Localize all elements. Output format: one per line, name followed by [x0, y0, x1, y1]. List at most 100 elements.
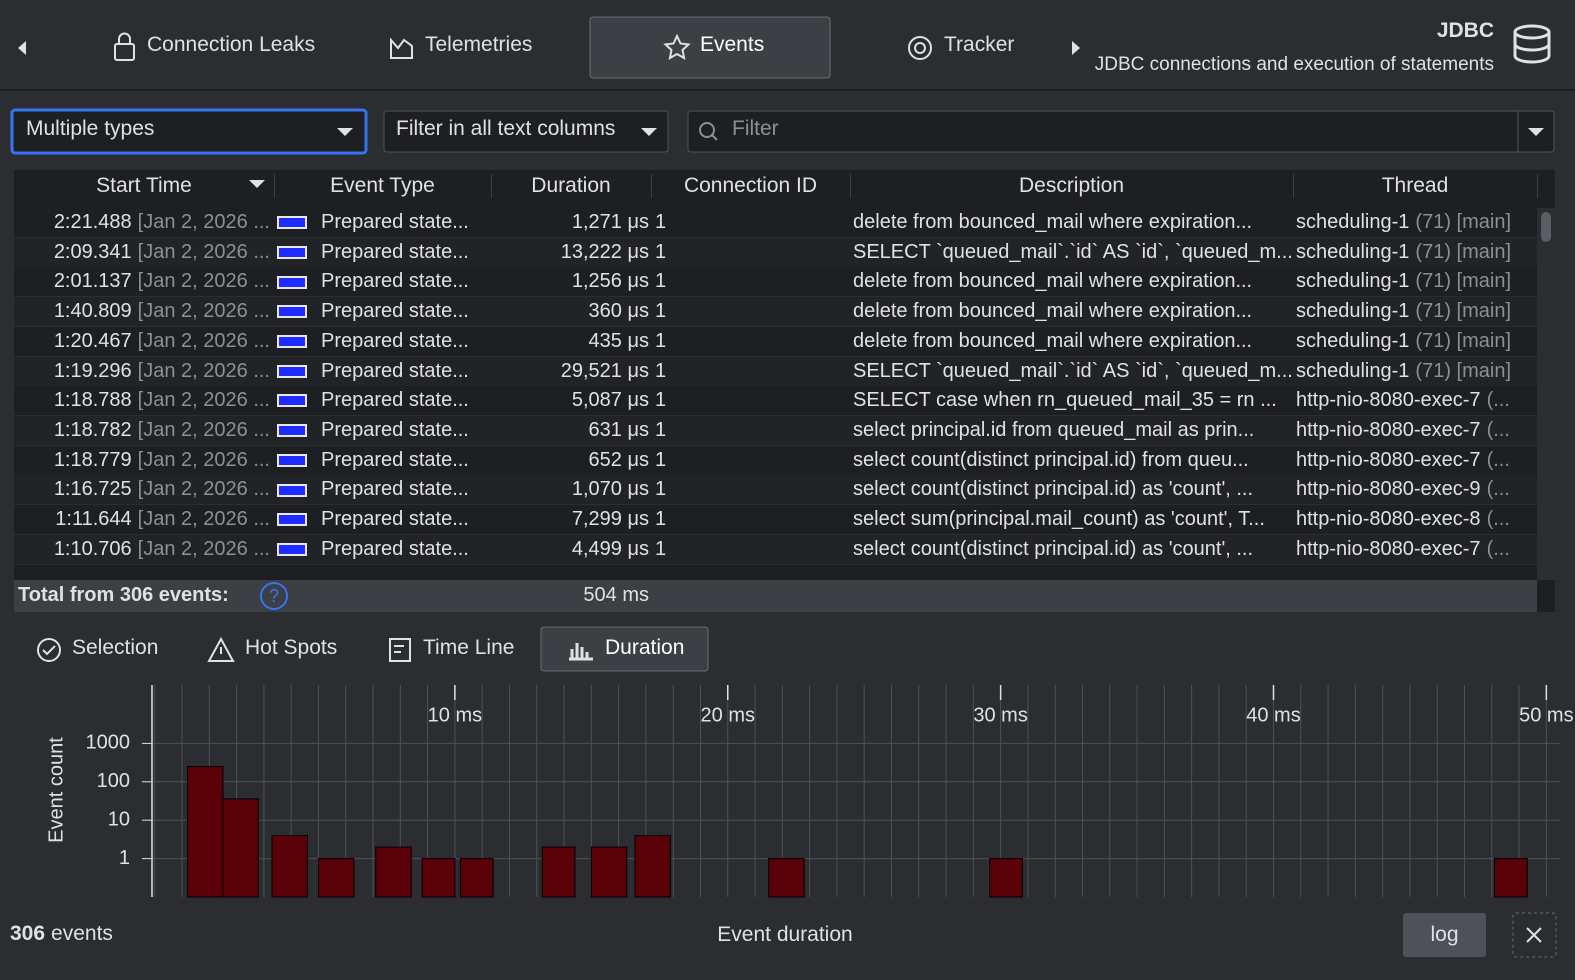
- cell: Prepared state...: [274, 208, 491, 237]
- cell: 1:19.296 [Jan 2, 2026 ...: [14, 357, 272, 386]
- cell: Prepared state...: [274, 238, 491, 267]
- timeline-icon: [389, 638, 411, 662]
- table-row[interactable]: 1:18.788 [Jan 2, 2026 ... Prepared state..…: [14, 386, 1537, 417]
- tab[interactable]: Events: [700, 33, 765, 56]
- connection-id: 1: [655, 359, 667, 382]
- dropdown-arrow[interactable]: [1528, 128, 1544, 136]
- column-header[interactable]: Event Type: [274, 174, 492, 198]
- type-select-text: Multiple types: [26, 117, 155, 140]
- x-tick-label: 10 ms: [428, 704, 482, 726]
- connection-id: 1: [655, 537, 667, 560]
- view-tab[interactable]: Hot Spots: [245, 636, 338, 659]
- scrollbar[interactable]: [1537, 208, 1555, 580]
- tab[interactable]: Telemetries: [425, 33, 533, 56]
- column-header[interactable]: Start Time: [14, 174, 275, 198]
- column-header[interactable]: Thread: [1293, 174, 1538, 198]
- type-select[interactable]: [10, 108, 368, 155]
- description: delete from bounced_mail where expiratio…: [853, 300, 1253, 323]
- table-row[interactable]: 2:09.341 [Jan 2, 2026 ... Prepared state..…: [14, 237, 1537, 268]
- thread: http-nio-8080-exec-8: [1296, 508, 1481, 530]
- tracker-icon: [914, 42, 926, 54]
- view-tab[interactable]: Duration: [605, 636, 685, 659]
- scrollbar-thumb[interactable]: [1541, 212, 1551, 242]
- cell: 1:16.725 [Jan 2, 2026 ...: [14, 475, 272, 504]
- table-row[interactable]: 1:18.779 [Jan 2, 2026 ... Prepared state..…: [14, 445, 1537, 476]
- thread-info: (71) [main]: [1415, 329, 1512, 352]
- cell: Prepared state...: [274, 297, 491, 326]
- log-button[interactable]: [1403, 913, 1486, 957]
- table-row[interactable]: 1:40.809 [Jan 2, 2026 ... Prepared state..…: [14, 297, 1537, 328]
- description: select count(distinct principal.id) as '…: [853, 478, 1254, 501]
- table-row[interactable]: 1:19.296 [Jan 2, 2026 ... Prepared state..…: [14, 356, 1537, 387]
- column-header[interactable]: Connection ID: [651, 174, 851, 198]
- table-row[interactable]: 1:10.706 [Jan 2, 2026 ... Prepared state..…: [14, 534, 1537, 565]
- table-row[interactable]: 2:01.137 [Jan 2, 2026 ... Prepared state..…: [14, 267, 1537, 298]
- description: select principal.id from queued_mail as …: [853, 418, 1255, 441]
- y-tick-label: 1: [119, 847, 130, 869]
- help-icon[interactable]: [260, 582, 288, 610]
- table-row[interactable]: 1:18.782 [Jan 2, 2026 ... Prepared state..…: [14, 415, 1537, 446]
- start-time: 2:01.137: [53, 270, 132, 293]
- view-tab[interactable]: Selection: [72, 636, 159, 659]
- cell: Prepared state...: [274, 327, 491, 356]
- event-type-marker: [277, 453, 307, 467]
- table-row[interactable]: 1:20.467 [Jan 2, 2026 ... Prepared state..…: [14, 326, 1537, 357]
- zoom-reset-button[interactable]: [1512, 912, 1557, 958]
- event-type-marker: [277, 542, 307, 556]
- y-tick-label: 100: [97, 770, 130, 792]
- table-row[interactable]: 2:21.488 [Jan 2, 2026 ... Prepared state..…: [14, 208, 1537, 238]
- cell: 2:21.488 [Jan 2, 2026 ...: [14, 208, 272, 237]
- cell: scheduling-1 (71) [main]: [1296, 267, 1537, 296]
- table-row[interactable]: 1:11.644 [Jan 2, 2026 ... Prepared state..…: [14, 505, 1537, 535]
- thread-info: (...: [1486, 418, 1510, 441]
- connection-id: 1: [655, 389, 667, 412]
- event-type-marker: [277, 394, 307, 408]
- db-icon: [1513, 32, 1551, 64]
- total-label: Total from 306 events:: [18, 584, 229, 606]
- y-tick-label: 1000: [86, 732, 131, 754]
- description: SELECT `queued_mail`.`id` AS `id`, `queu…: [853, 359, 1293, 382]
- cell: scheduling-1 (71) [main]: [1296, 208, 1537, 237]
- histogram-bar: [634, 834, 671, 898]
- cell: 1:40.809 [Jan 2, 2026 ...: [14, 297, 272, 326]
- histogram-bar: [271, 834, 309, 898]
- duration-icon: [569, 643, 593, 661]
- tab[interactable]: Tracker: [944, 33, 1015, 56]
- duration: 360 μs: [588, 300, 649, 323]
- event-type: Prepared state...: [321, 389, 469, 412]
- cell: http-nio-8080-exec-7 (...: [1296, 386, 1537, 415]
- event-count: 306 events: [10, 922, 113, 946]
- duration: 1,070 μs: [571, 478, 649, 501]
- telemetry-icon: [390, 37, 413, 59]
- table-row[interactable]: 1:16.725 [Jan 2, 2026 ... Prepared state..…: [14, 475, 1537, 506]
- connection-id: 1: [655, 329, 667, 352]
- description: select sum(principal.mail_count) as 'cou…: [853, 508, 1265, 530]
- cell: scheduling-1 (71) [main]: [1296, 327, 1537, 356]
- tab[interactable]: Connection Leaks: [147, 33, 316, 56]
- start-date: [Jan 2, 2026 ...: [137, 389, 270, 412]
- histogram-bar: [421, 858, 456, 898]
- help-icon: ?: [269, 586, 279, 606]
- column-select[interactable]: [383, 110, 669, 153]
- connection-id: 1: [655, 448, 667, 471]
- start-date: [Jan 2, 2026 ...: [137, 508, 270, 530]
- event-count-number: 306: [10, 922, 46, 945]
- thread: scheduling-1: [1296, 240, 1410, 263]
- connection-id: 1: [655, 270, 667, 293]
- view-tab[interactable]: Time Line: [423, 636, 515, 659]
- cell: http-nio-8080-exec-7 (...: [1296, 446, 1537, 475]
- star-icon: [663, 33, 691, 60]
- event-type-marker: [277, 305, 307, 319]
- dropdown-arrow: [337, 128, 353, 136]
- column-header[interactable]: Duration: [491, 174, 652, 198]
- column-header[interactable]: Description: [850, 174, 1294, 198]
- duration: 5,087 μs: [571, 389, 649, 412]
- scroll-right[interactable]: [1072, 41, 1080, 55]
- scroll-left[interactable]: [18, 41, 26, 55]
- cell: Prepared state...: [274, 505, 491, 534]
- histogram-bar: [222, 798, 259, 898]
- histogram-bar: [186, 766, 224, 898]
- filter-field[interactable]: [687, 110, 1555, 153]
- cell: Prepared state...: [274, 416, 491, 445]
